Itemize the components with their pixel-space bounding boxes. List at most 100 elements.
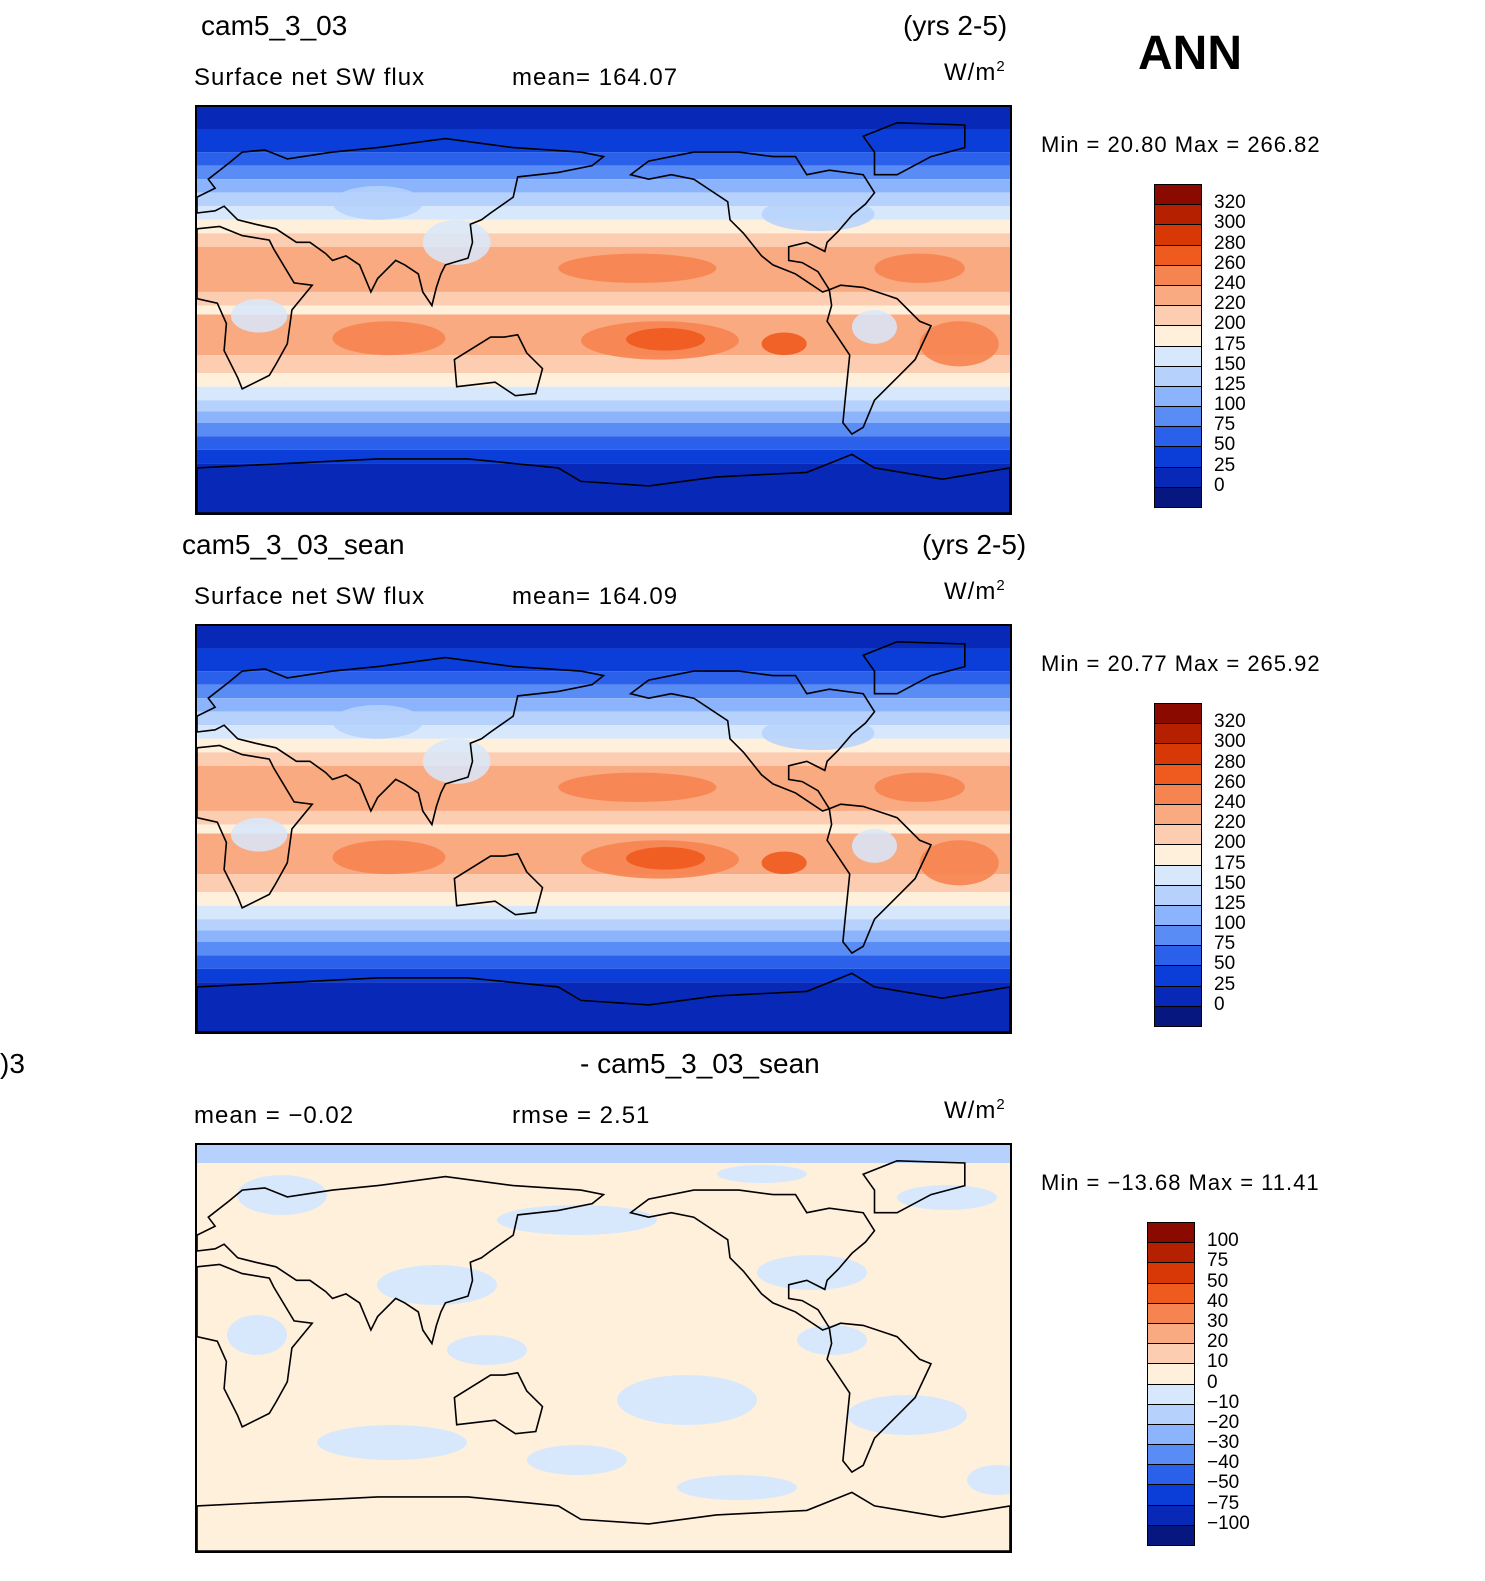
colorbar-swatch bbox=[1154, 703, 1202, 725]
colorbar-tick-label: 240 bbox=[1214, 272, 1246, 294]
panel1-mean: mean= 164.07 bbox=[512, 64, 679, 91]
colorbar-swatch bbox=[1154, 803, 1202, 826]
panel2-minmax: Min = 20.77 Max = 265.92 bbox=[1041, 651, 1321, 676]
colorbar-tick-label: −20 bbox=[1207, 1411, 1240, 1433]
panel3-case-name: - cam5_3_03_sean bbox=[580, 1048, 820, 1079]
panel3-rmse: rmse = 2.51 bbox=[512, 1102, 651, 1129]
colorbar-swatch bbox=[1154, 345, 1202, 367]
colorbar-swatch bbox=[1154, 904, 1202, 927]
colorbar-tick-label: 50 bbox=[1214, 434, 1236, 456]
colorbar-tick-label: 300 bbox=[1214, 212, 1246, 234]
season-label: ANN bbox=[1138, 27, 1242, 80]
colorbar-tick-label: 25 bbox=[1214, 973, 1236, 995]
colorbar-tick-label: 10 bbox=[1207, 1351, 1229, 1373]
colorbar-swatch bbox=[1154, 426, 1202, 448]
colorbar-swatch bbox=[1154, 184, 1202, 206]
colorbar-swatch bbox=[1147, 1524, 1195, 1546]
colorbar-swatch bbox=[1147, 1222, 1195, 1244]
colorbar-swatch bbox=[1154, 985, 1202, 1007]
colorbar-swatch bbox=[1154, 945, 1202, 967]
colorbar-tick-label: −40 bbox=[1207, 1452, 1240, 1474]
colorbar-tick-label: 280 bbox=[1214, 232, 1246, 254]
colorbar-swatch bbox=[1147, 1363, 1195, 1385]
panel1-colorbar: 320 300 280 260 240 220 200 175 150 125 100 75 50 25 0 bbox=[1154, 184, 1264, 508]
colorbar-tick-label: −10 bbox=[1207, 1391, 1240, 1413]
colorbar-swatch bbox=[1147, 1242, 1195, 1264]
colorbar-swatch bbox=[1154, 284, 1202, 307]
colorbar-tick-label: 75 bbox=[1207, 1250, 1229, 1272]
colorbar-swatch bbox=[1154, 406, 1202, 428]
colorbar-tick-label: −50 bbox=[1207, 1472, 1240, 1494]
colorbar-swatch bbox=[1154, 264, 1202, 286]
colorbar-tick-label: 100 bbox=[1214, 394, 1246, 416]
colorbar-swatch bbox=[1147, 1464, 1195, 1486]
colorbar-swatch bbox=[1154, 925, 1202, 947]
colorbar-tick-label: 125 bbox=[1214, 373, 1246, 395]
panel3-mean: mean = −0.02 bbox=[194, 1102, 355, 1129]
colorbar-tick-label: 20 bbox=[1207, 1331, 1229, 1353]
colorbar-tick-label: 75 bbox=[1214, 414, 1236, 436]
colorbar-tick-label: 150 bbox=[1214, 872, 1246, 894]
colorbar-tick-label: 175 bbox=[1214, 852, 1246, 874]
panel2-units: W/m2 bbox=[944, 577, 1006, 605]
panel3-case-left: )3 bbox=[0, 1048, 25, 1079]
colorbar-tick-label: 300 bbox=[1214, 731, 1246, 753]
colorbar-swatch bbox=[1154, 723, 1202, 745]
colorbar-swatch bbox=[1154, 824, 1202, 846]
colorbar-swatch bbox=[1147, 1423, 1195, 1446]
panel3-units: W/m2 bbox=[944, 1096, 1006, 1124]
colorbar-swatch bbox=[1154, 385, 1202, 408]
panel1-variable: Surface net SW flux bbox=[194, 64, 426, 91]
colorbar-tick-label: 175 bbox=[1214, 333, 1246, 355]
colorbar-tick-label: 50 bbox=[1207, 1270, 1229, 1292]
colorbar-tick-label: 200 bbox=[1214, 313, 1246, 335]
panel1-units: W/m2 bbox=[944, 58, 1006, 86]
panel2-map bbox=[195, 624, 1012, 1034]
colorbar-tick-label: 280 bbox=[1214, 751, 1246, 773]
colorbar-tick-label: 320 bbox=[1214, 192, 1246, 214]
panel2-variable: Surface net SW flux bbox=[194, 583, 426, 610]
colorbar-swatch bbox=[1154, 743, 1202, 765]
colorbar-tick-label: 260 bbox=[1214, 771, 1246, 793]
colorbar-swatch bbox=[1147, 1282, 1195, 1304]
colorbar-swatch bbox=[1147, 1343, 1195, 1365]
colorbar-swatch bbox=[1147, 1444, 1195, 1466]
panel2-colorbar: 320 300 280 260 240 220 200 175 150 125 100 75 50 25 0 bbox=[1154, 703, 1264, 1027]
colorbar-swatch bbox=[1154, 325, 1202, 347]
colorbar-tick-label: 260 bbox=[1214, 252, 1246, 274]
colorbar-tick-label: −100 bbox=[1207, 1512, 1250, 1534]
colorbar-tick-label: 75 bbox=[1214, 933, 1236, 955]
colorbar-tick-label: 0 bbox=[1214, 993, 1225, 1015]
colorbar-swatch bbox=[1147, 1322, 1195, 1345]
panel3-colorbar: 100 75 50 40 30 20 10 0 −10 −20 −30 −40 −50 −75 −100 bbox=[1147, 1222, 1267, 1546]
colorbar-tick-label: 220 bbox=[1214, 812, 1246, 834]
colorbar-swatch bbox=[1154, 244, 1202, 266]
colorbar-swatch bbox=[1154, 1005, 1202, 1027]
colorbar-tick-label: 220 bbox=[1214, 293, 1246, 315]
colorbar-swatch bbox=[1154, 305, 1202, 327]
colorbar-tick-label: 50 bbox=[1214, 953, 1236, 975]
colorbar-tick-label: 240 bbox=[1214, 791, 1246, 813]
panel3-minmax: Min = −13.68 Max = 11.41 bbox=[1041, 1170, 1320, 1195]
colorbar-tick-label: −75 bbox=[1207, 1492, 1240, 1514]
colorbar-tick-label: 0 bbox=[1214, 474, 1225, 496]
colorbar-tick-label: 100 bbox=[1214, 913, 1246, 935]
colorbar-tick-label: −30 bbox=[1207, 1432, 1240, 1454]
panel1-map bbox=[195, 105, 1012, 515]
panel1-years: (yrs 2-5) bbox=[903, 10, 1008, 41]
colorbar-swatch bbox=[1154, 224, 1202, 246]
colorbar-tick-label: 320 bbox=[1214, 711, 1246, 733]
colorbar-tick-label: 200 bbox=[1214, 832, 1246, 854]
panel2-case-name: cam5_3_03_sean bbox=[182, 529, 405, 560]
colorbar-swatch bbox=[1154, 844, 1202, 866]
colorbar-swatch bbox=[1154, 486, 1202, 508]
colorbar-swatch bbox=[1147, 1262, 1195, 1284]
panel2-years: (yrs 2-5) bbox=[922, 529, 1027, 560]
colorbar-swatch bbox=[1154, 965, 1202, 987]
panel3-map bbox=[195, 1143, 1012, 1553]
panel2-mean: mean= 164.09 bbox=[512, 583, 679, 610]
colorbar-tick-label: 30 bbox=[1207, 1310, 1229, 1332]
colorbar-swatch bbox=[1147, 1484, 1195, 1506]
colorbar-tick-label: 100 bbox=[1207, 1230, 1239, 1252]
colorbar-swatch bbox=[1154, 864, 1202, 886]
